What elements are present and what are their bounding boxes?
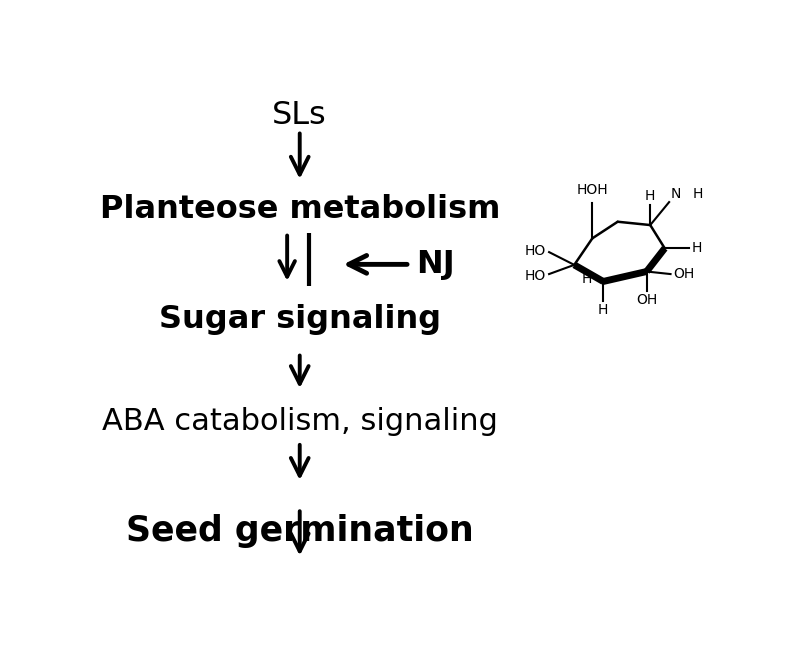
Text: ABA catabolism, signaling: ABA catabolism, signaling xyxy=(101,407,497,436)
Text: HO: HO xyxy=(524,269,545,283)
Text: Sugar signaling: Sugar signaling xyxy=(158,304,440,335)
Text: H: H xyxy=(581,272,591,286)
Text: NJ: NJ xyxy=(415,249,454,280)
Text: H: H xyxy=(597,303,607,317)
Text: H: H xyxy=(693,186,702,200)
Text: N: N xyxy=(670,186,680,200)
Text: H: H xyxy=(644,188,654,203)
Text: HO: HO xyxy=(524,243,545,258)
Text: OH: OH xyxy=(672,267,693,281)
Text: H: H xyxy=(690,241,701,255)
Text: Seed germination: Seed germination xyxy=(126,514,473,548)
Text: Planteose metabolism: Planteose metabolism xyxy=(100,194,500,225)
Text: HOH: HOH xyxy=(576,184,607,198)
Text: SLs: SLs xyxy=(272,100,327,131)
Text: OH: OH xyxy=(635,293,656,307)
